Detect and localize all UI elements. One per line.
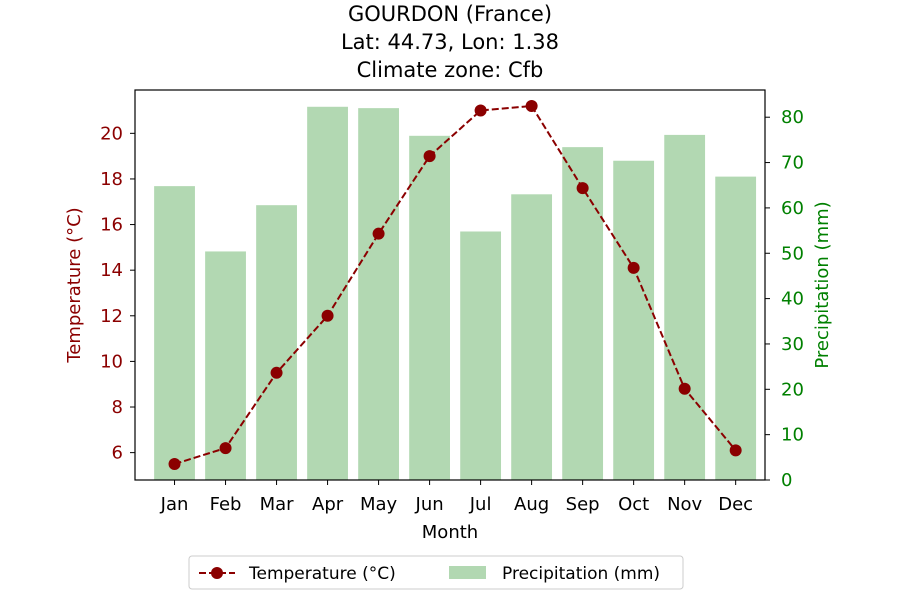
chart-title-line-1: GOURDON (France) xyxy=(348,2,552,26)
x-tick-label: Nov xyxy=(667,494,702,515)
x-axis-ticks: Jan Feb Mar Apr May Jun Jul Aug Sep Oct Nov Dec xyxy=(160,480,753,515)
right-axis-ticks: 0 10 20 30 40 50 60 70 80 xyxy=(765,107,804,491)
precip-bar-may xyxy=(358,108,399,481)
x-tick-label: Mar xyxy=(260,494,295,515)
legend-temperature-marker xyxy=(211,567,223,579)
chart-title-line-3: Climate zone: Cfb xyxy=(357,58,544,82)
left-tick-label: 14 xyxy=(100,260,123,281)
right-tick-label: 40 xyxy=(781,289,804,310)
precip-bar-jul xyxy=(460,231,502,480)
right-tick-label: 20 xyxy=(781,379,804,400)
left-tick-label: 20 xyxy=(100,123,123,144)
temperature-point-mar xyxy=(270,366,283,379)
legend: Temperature (°C) Precipitation (mm) xyxy=(188,555,684,590)
x-tick-label: Apr xyxy=(312,494,344,515)
x-tick-label: Oct xyxy=(618,494,649,515)
temperature-point-nov xyxy=(678,382,691,395)
temperature-series xyxy=(168,99,742,471)
precip-bar-sep xyxy=(562,147,604,481)
x-tick-label: May xyxy=(360,494,398,515)
temperature-point-feb xyxy=(219,442,232,455)
temperature-point-jul xyxy=(474,104,487,117)
precip-bar-nov xyxy=(664,134,706,480)
temperature-point-aug xyxy=(525,99,538,112)
precip-bar-aug xyxy=(511,194,553,481)
precip-bar-apr xyxy=(307,106,348,481)
x-tick-label: Sep xyxy=(566,494,600,515)
left-tick-label: 6 xyxy=(112,443,123,464)
left-axis-label: Temperature (°C) xyxy=(64,207,85,363)
temperature-point-apr xyxy=(321,309,334,322)
temperature-line xyxy=(174,104,737,465)
precip-bar-mar xyxy=(256,205,297,481)
left-tick-label: 10 xyxy=(100,351,123,372)
precip-bar-jun xyxy=(409,135,450,481)
legend-precipitation-swatch xyxy=(449,566,486,579)
temperature-point-may xyxy=(372,227,385,240)
left-tick-label: 16 xyxy=(100,215,123,236)
right-tick-label: 30 xyxy=(781,334,804,355)
temperature-point-dec xyxy=(729,444,742,457)
right-tick-label: 10 xyxy=(781,425,804,446)
x-axis-label: Month xyxy=(422,522,478,543)
left-axis-ticks: 6 8 10 12 14 16 18 20 xyxy=(100,123,135,464)
right-axis-label: Precipitation (mm) xyxy=(812,201,833,368)
right-tick-label: 80 xyxy=(781,107,804,128)
temperature-point-oct xyxy=(627,261,640,274)
right-tick-label: 50 xyxy=(781,243,804,264)
temperature-point-sep xyxy=(576,182,589,195)
x-tick-label: Jun xyxy=(415,494,444,515)
legend-precipitation-label: Precipitation (mm) xyxy=(502,564,660,584)
legend-temperature-label: Temperature (°C) xyxy=(248,564,396,584)
plot-frame xyxy=(134,89,766,481)
x-tick-label: Feb xyxy=(210,494,242,515)
right-tick-label: 0 xyxy=(781,470,792,491)
x-tick-label: Jul xyxy=(469,494,492,515)
x-tick-label: Dec xyxy=(718,494,753,515)
left-tick-label: 12 xyxy=(100,306,123,327)
precip-bar-dec xyxy=(715,176,757,480)
chart-title-line-2: Lat: 44.73, Lon: 1.38 xyxy=(341,30,559,54)
x-tick-label: Aug xyxy=(514,494,549,515)
precip-bar-feb xyxy=(205,251,246,480)
left-tick-label: 8 xyxy=(112,397,123,418)
left-tick-label: 18 xyxy=(100,169,123,190)
precip-bar-jan xyxy=(154,186,195,481)
temperature-point-jun xyxy=(423,150,436,163)
right-tick-label: 70 xyxy=(781,153,804,174)
right-tick-label: 60 xyxy=(781,198,804,219)
precip-bar-oct xyxy=(613,160,655,480)
temperature-point-jan xyxy=(168,458,181,471)
x-tick-label: Jan xyxy=(160,494,189,515)
legend-frame xyxy=(188,555,684,590)
chart-title: GOURDON (France) Lat: 44.73, Lon: 1.38 C… xyxy=(341,2,559,82)
precipitation-bars xyxy=(154,106,757,481)
